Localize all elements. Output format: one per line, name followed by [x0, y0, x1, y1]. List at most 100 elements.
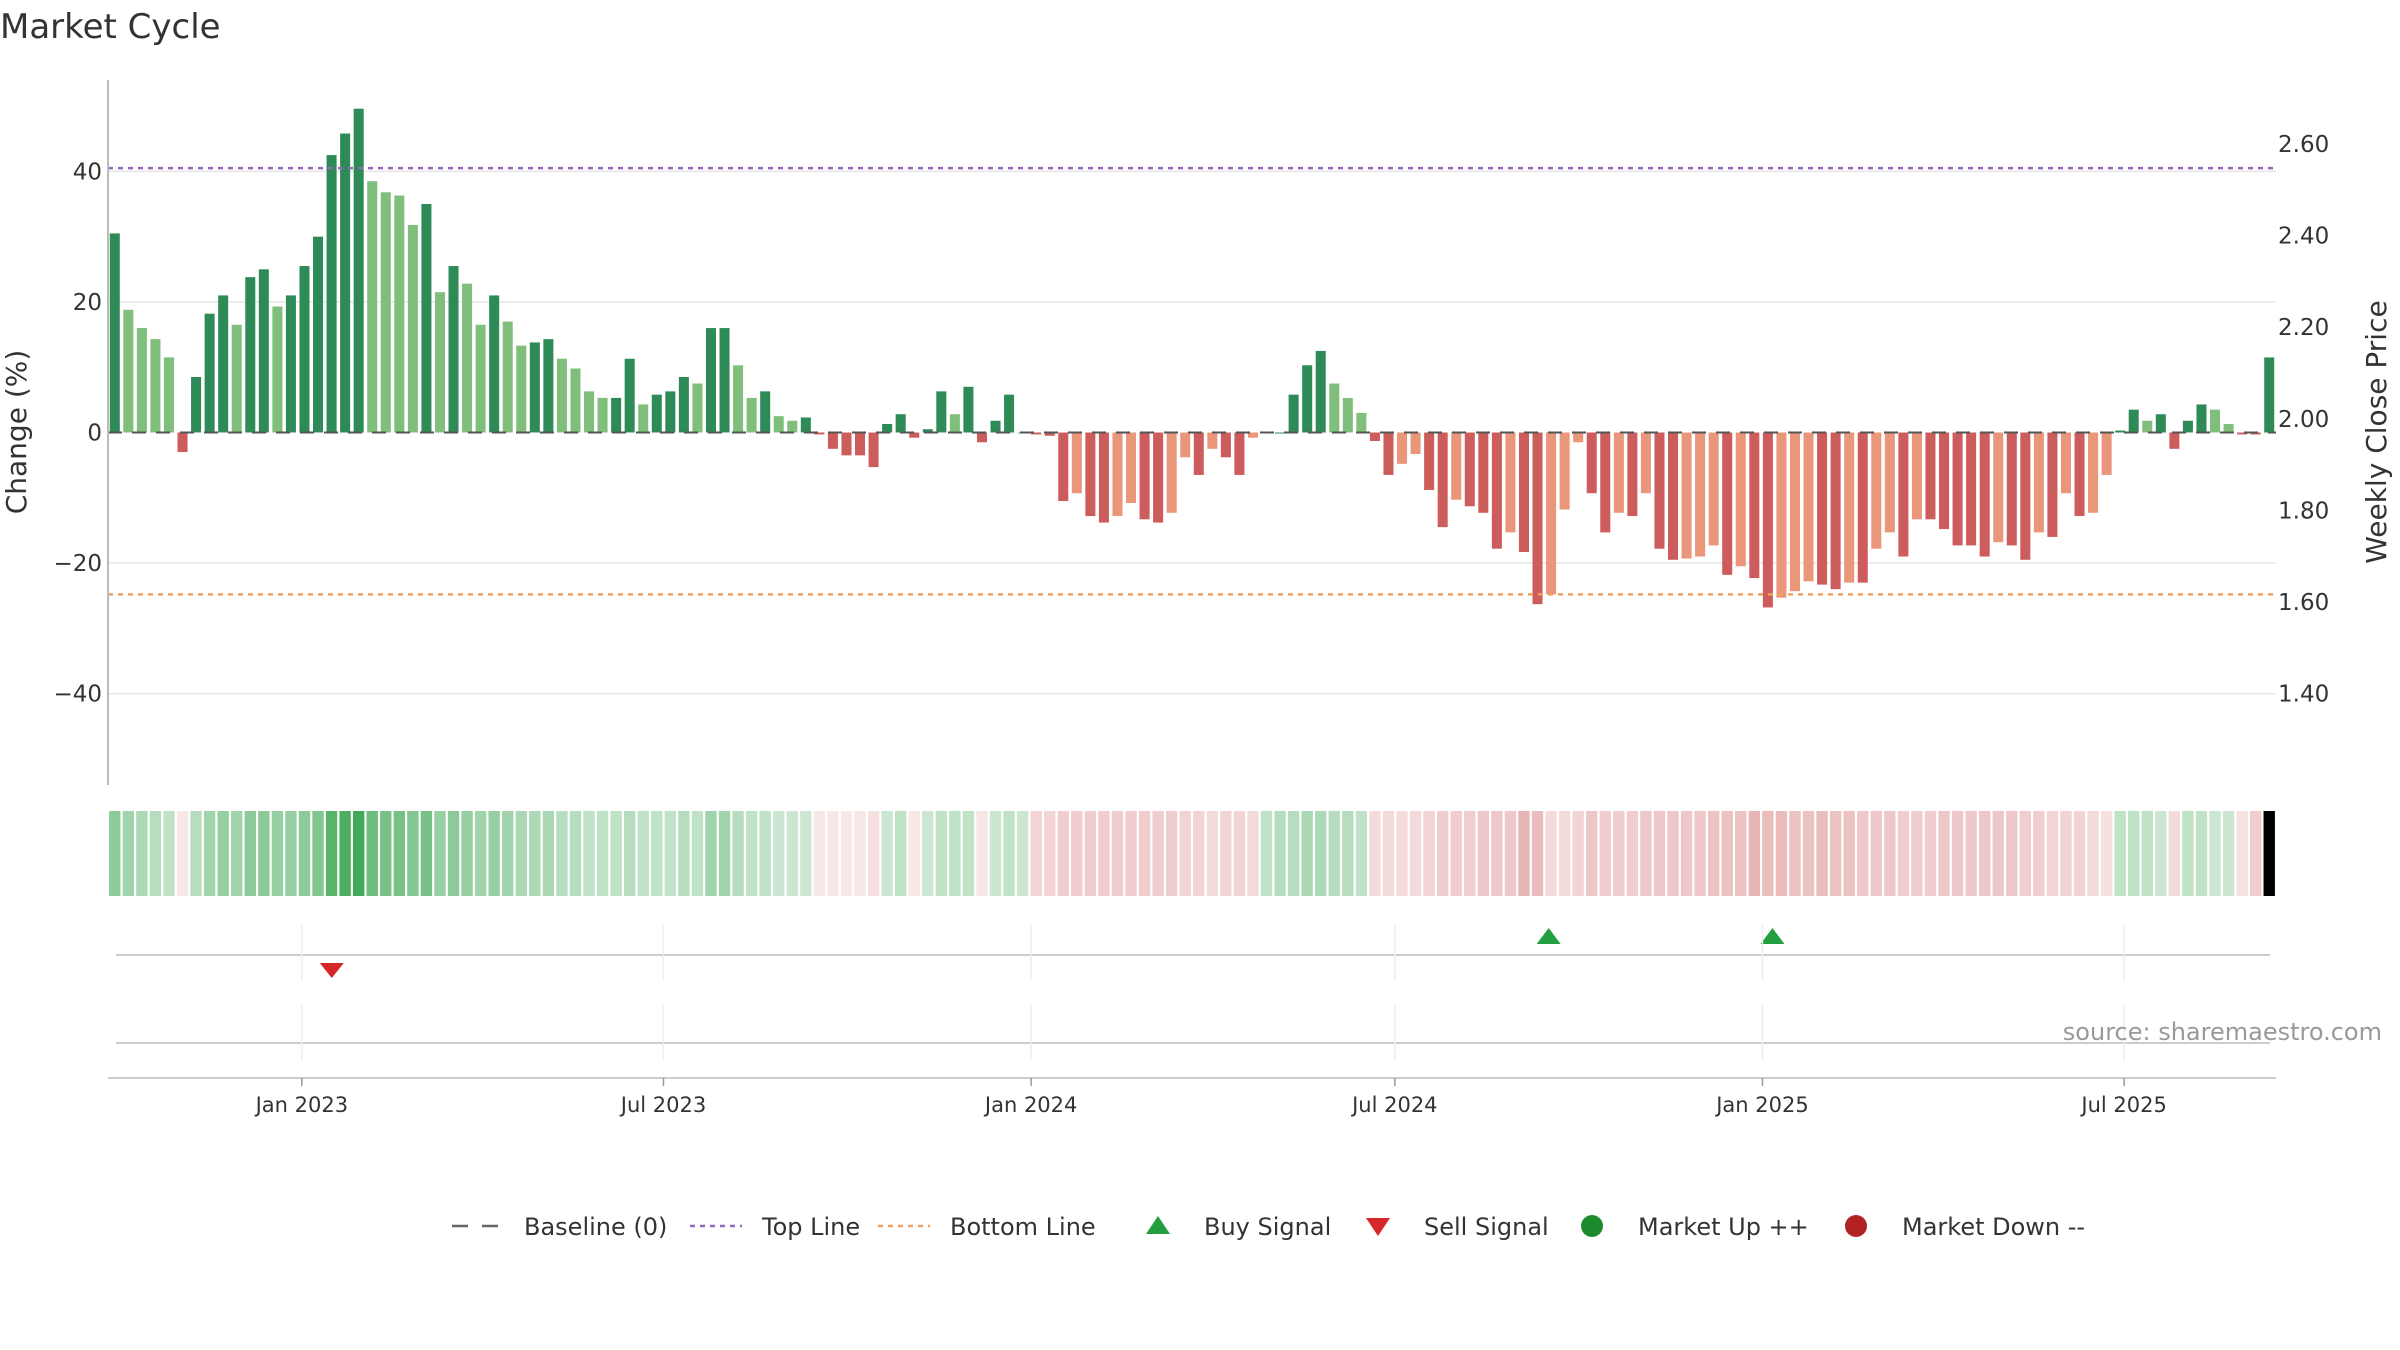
bar: [2169, 432, 2180, 449]
bar: [1288, 394, 1299, 433]
bar: [800, 417, 811, 433]
bar: [1871, 432, 1882, 549]
heat-cell: [1667, 811, 1679, 896]
heat-cell: [786, 811, 798, 896]
heat-cell: [2128, 811, 2140, 896]
heat-cell: [1870, 811, 1882, 896]
heat-cell: [2236, 811, 2248, 896]
heat-cell: [935, 811, 948, 896]
bar: [475, 324, 486, 433]
bar: [1546, 432, 1557, 595]
heat-cell: [773, 811, 785, 896]
heat-cell: [2209, 811, 2221, 896]
bar: [1803, 432, 1814, 582]
bar: [1911, 432, 1922, 520]
bar: [258, 269, 269, 433]
bar: [1004, 394, 1015, 433]
heat-cell: [664, 811, 677, 896]
heat-cell: [2073, 811, 2086, 896]
heat-cell: [2033, 811, 2045, 896]
date-axis-ticks: Jan 2023 Jul 2023 Jan 2024 Jul 2024 Jan 2025…: [254, 925, 2167, 1117]
legend-item: Market Down --: [1845, 1213, 2085, 1241]
bar: [787, 420, 798, 433]
bar: [909, 432, 920, 438]
bar: [272, 306, 283, 433]
reference-lines: [108, 166, 2276, 596]
heat-cell: [1911, 811, 1923, 896]
legend-item: Baseline (0): [452, 1213, 667, 1241]
heat-cell: [2019, 811, 2032, 896]
bar: [1613, 432, 1624, 513]
legend-item: Buy Signal: [1146, 1213, 1331, 1241]
source-label: source: sharemaestro.com: [2063, 1018, 2382, 1046]
heat-cell: [908, 811, 920, 896]
heat-cell: [1613, 811, 1625, 896]
bar: [1356, 412, 1367, 433]
bar: [191, 377, 202, 433]
bar: [1193, 432, 1204, 475]
bar: [1112, 432, 1123, 517]
heat-cell: [447, 811, 460, 896]
legend: Baseline (0) Top Line Bottom Line Buy Signa…: [452, 1213, 2085, 1241]
heat-cell: [420, 811, 433, 896]
heat-cell: [407, 811, 419, 896]
bar: [1071, 432, 1082, 494]
bar: [367, 181, 378, 433]
bar: [936, 391, 947, 433]
bar: [204, 313, 215, 433]
bar: [1952, 432, 1963, 546]
y-tick-label: 40: [73, 159, 102, 185]
heat-cell: [1071, 811, 1083, 896]
bar: [1776, 432, 1787, 598]
bar: [1817, 432, 1828, 585]
heat-cell: [109, 811, 121, 896]
legend-label: Buy Signal: [1204, 1213, 1331, 1241]
bar: [2223, 424, 2234, 433]
heat-cell: [1057, 811, 1069, 896]
legend-label: Market Up ++: [1638, 1213, 1809, 1241]
heat-cell: [800, 811, 812, 896]
bar: [529, 342, 540, 433]
heat-cell: [1233, 811, 1246, 896]
heat-cell: [122, 811, 135, 896]
heat-cell: [596, 811, 609, 896]
bar: [1966, 432, 1977, 546]
heat-cell: [745, 811, 758, 896]
bar: [1573, 432, 1584, 443]
heat-cell: [502, 811, 514, 896]
bar: [2074, 432, 2085, 517]
bar: [326, 155, 337, 433]
heat-cell: [1721, 811, 1733, 896]
heat-cell: [583, 811, 595, 896]
heat-cell: [651, 811, 663, 896]
y2-tick-label: 2.40: [2278, 224, 2329, 250]
heat-cell: [1274, 811, 1286, 896]
heat-cell: [1748, 811, 1761, 896]
bar: [1085, 432, 1096, 517]
heat-cell: [976, 811, 988, 896]
bar: [1586, 432, 1597, 494]
date-tick-label: Jan 2023: [254, 1093, 349, 1117]
bar: [1505, 432, 1516, 533]
heat-cell: [529, 811, 541, 896]
bar: [827, 432, 838, 449]
bar: [163, 357, 174, 433]
heat-cell: [1545, 811, 1557, 896]
heat-cell: [867, 811, 880, 896]
bar: [448, 266, 459, 433]
heat-cell: [2046, 811, 2059, 896]
bar: [1939, 432, 1950, 530]
bar: [1532, 432, 1543, 605]
bar: [2237, 432, 2248, 435]
bar: [556, 358, 567, 433]
bar: [2088, 432, 2099, 513]
heat-cell: [1531, 811, 1544, 896]
bar: [1397, 432, 1408, 464]
bar: [1180, 432, 1191, 458]
legend-label: Market Down --: [1902, 1213, 2085, 1241]
heat-cell: [1382, 811, 1395, 896]
heat-cell: [1179, 811, 1191, 896]
heat-cell: [881, 811, 893, 896]
bar: [597, 397, 608, 433]
change-bars: [109, 108, 2275, 608]
